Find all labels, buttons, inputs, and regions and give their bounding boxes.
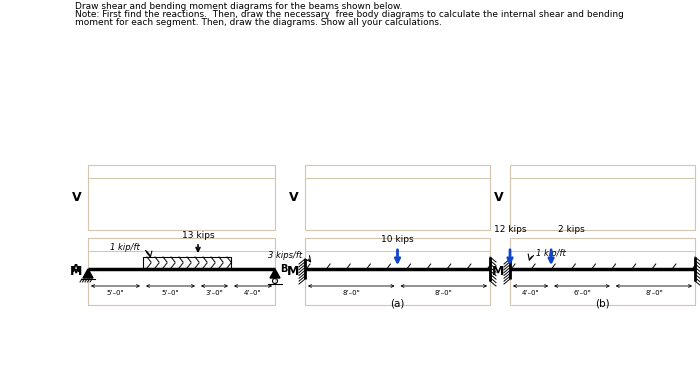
Bar xyxy=(305,238,490,305)
Text: M: M xyxy=(69,265,82,278)
Text: 6’–0": 6’–0" xyxy=(573,290,591,296)
Text: V: V xyxy=(289,191,299,204)
Text: 1 kip/ft: 1 kip/ft xyxy=(111,242,140,251)
Text: moment for each segment. Then, draw the diagrams. Show all your calculations.: moment for each segment. Then, draw the … xyxy=(75,18,442,27)
Bar xyxy=(88,165,275,230)
Polygon shape xyxy=(83,269,93,278)
Text: 4’–0": 4’–0" xyxy=(244,290,262,296)
Text: 5’–0": 5’–0" xyxy=(106,290,125,296)
Polygon shape xyxy=(270,269,280,278)
Bar xyxy=(88,238,275,305)
Text: 8’–0": 8’–0" xyxy=(435,290,453,296)
Bar xyxy=(143,257,231,268)
Text: 1 kip/ft: 1 kip/ft xyxy=(536,248,566,258)
Text: A: A xyxy=(72,264,80,274)
Bar xyxy=(510,165,695,230)
Text: 5’–0": 5’–0" xyxy=(162,290,179,296)
Text: 10 kips: 10 kips xyxy=(382,235,414,244)
Text: M: M xyxy=(286,265,299,278)
Text: B: B xyxy=(280,264,288,274)
Text: 3 kips/ft: 3 kips/ft xyxy=(268,251,302,260)
Text: M: M xyxy=(491,265,504,278)
Text: Note: First find the reactions.  Then, draw the necessary  free body diagrams to: Note: First find the reactions. Then, dr… xyxy=(75,10,624,19)
Bar xyxy=(305,165,490,230)
Bar xyxy=(510,238,695,305)
Text: Draw shear and bending moment diagrams for the beams shown below.: Draw shear and bending moment diagrams f… xyxy=(75,2,402,11)
Text: 12 kips: 12 kips xyxy=(494,225,526,234)
Text: 4’–0": 4’–0" xyxy=(522,290,540,296)
Text: V: V xyxy=(494,191,504,204)
Text: V: V xyxy=(72,191,82,204)
Text: 2 kips: 2 kips xyxy=(558,225,584,234)
Text: 8’–0": 8’–0" xyxy=(645,290,663,296)
Text: 13 kips: 13 kips xyxy=(182,231,214,240)
Text: 3’–0": 3’–0" xyxy=(206,290,223,296)
Text: (a): (a) xyxy=(391,299,405,309)
Text: 8’–0": 8’–0" xyxy=(342,290,360,296)
Text: (b): (b) xyxy=(595,299,610,309)
